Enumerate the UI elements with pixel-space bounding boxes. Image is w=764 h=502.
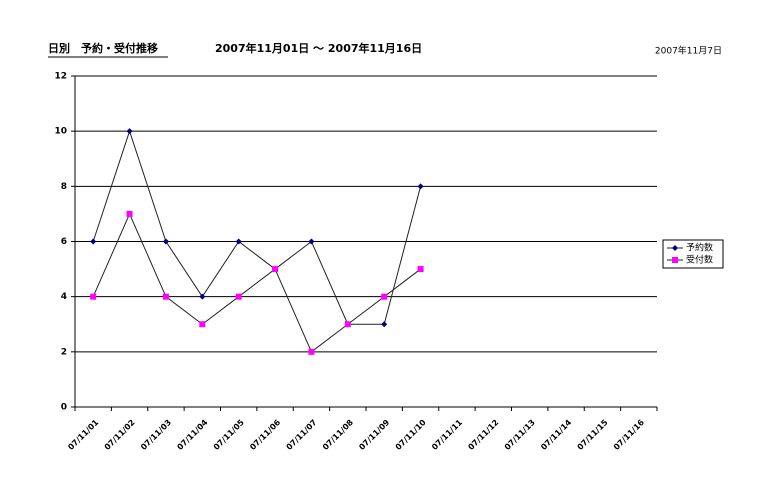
x-tick-label: 07/11/14 [539, 418, 573, 452]
y-tick-label: 2 [61, 347, 67, 357]
x-tick-label: 07/11/15 [576, 418, 610, 452]
x-tick-label: 07/11/07 [285, 418, 319, 452]
point [235, 238, 242, 245]
point [199, 321, 206, 328]
y-tick-label: 6 [61, 237, 67, 247]
point [344, 321, 351, 328]
point [308, 348, 315, 355]
y-tick-label: 8 [61, 182, 67, 192]
y-tick-label: 0 [61, 403, 67, 413]
report-date: 2007年11月7日 [655, 45, 722, 57]
point [162, 293, 169, 300]
x-tick-label: 07/11/04 [175, 418, 209, 452]
legend-label: 予約数 [686, 242, 713, 254]
x-tick-label: 07/11/09 [357, 418, 391, 452]
point [126, 128, 133, 135]
point [672, 245, 678, 251]
point [199, 293, 206, 300]
point [126, 210, 133, 217]
point [381, 321, 388, 328]
point [272, 266, 279, 273]
y-tick-label: 12 [54, 72, 67, 82]
series-line [92, 129, 422, 325]
x-tick-label: 07/11/12 [466, 418, 500, 452]
x-tick-label: 07/11/10 [394, 418, 428, 452]
x-tick-label: 07/11/16 [612, 418, 646, 452]
x-tick-label: 07/11/02 [103, 418, 137, 452]
chart-title: 日別 予約・受付推移 [48, 41, 158, 55]
x-tick-label: 07/11/05 [212, 418, 246, 452]
series-line [92, 212, 421, 353]
point [417, 266, 424, 273]
y-tick-label: 10 [54, 127, 67, 137]
point [162, 238, 169, 245]
chart-subtitle: 2007年11月01日 〜 2007年11月16日 [215, 41, 422, 55]
x-tick-label: 07/11/13 [503, 418, 537, 452]
x-tick-label: 07/11/08 [321, 418, 355, 452]
point [308, 238, 315, 245]
point [672, 257, 678, 263]
x-tick-label: 07/11/06 [248, 418, 282, 452]
point [235, 293, 242, 300]
point [381, 293, 388, 300]
legend-label: 受付数 [686, 254, 713, 266]
legend-box [662, 239, 724, 269]
x-tick-label: 07/11/03 [139, 418, 173, 452]
point [90, 238, 97, 245]
point [417, 183, 424, 190]
x-tick-label: 07/11/11 [430, 418, 464, 452]
y-tick-label: 4 [61, 292, 67, 302]
x-tick-label: 07/11/01 [66, 418, 100, 452]
point [90, 293, 97, 300]
